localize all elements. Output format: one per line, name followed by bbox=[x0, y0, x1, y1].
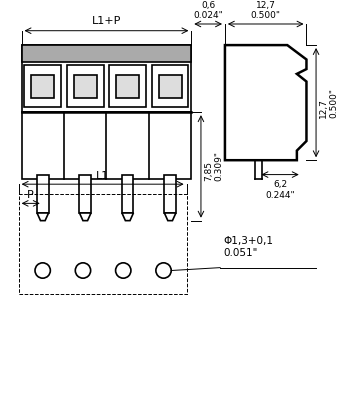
Text: 6,2
0.244": 6,2 0.244" bbox=[265, 180, 295, 200]
Bar bbox=[19, 194, 187, 294]
Text: 0,6
0.024": 0,6 0.024" bbox=[193, 1, 223, 20]
Text: L1: L1 bbox=[96, 171, 109, 181]
Bar bbox=[31, 75, 55, 98]
Text: 12,7
0.500": 12,7 0.500" bbox=[319, 88, 338, 118]
Text: 12,7
0.500": 12,7 0.500" bbox=[251, 1, 281, 20]
Text: Φ1,3+0,1
0.051": Φ1,3+0,1 0.051" bbox=[223, 236, 273, 258]
Bar bbox=[22, 45, 191, 62]
Bar bbox=[152, 65, 188, 108]
Bar bbox=[73, 75, 97, 98]
Text: 7,85
0.309": 7,85 0.309" bbox=[204, 152, 223, 182]
Text: P: P bbox=[27, 190, 34, 200]
Bar bbox=[37, 174, 49, 213]
Bar bbox=[109, 65, 146, 108]
Polygon shape bbox=[122, 213, 134, 221]
Circle shape bbox=[35, 263, 50, 278]
Bar bbox=[67, 65, 104, 108]
Bar bbox=[24, 65, 61, 108]
Bar bbox=[22, 45, 191, 112]
Polygon shape bbox=[37, 213, 49, 221]
Circle shape bbox=[156, 263, 171, 278]
Bar bbox=[79, 174, 91, 213]
Polygon shape bbox=[225, 45, 306, 160]
Circle shape bbox=[75, 263, 91, 278]
Circle shape bbox=[116, 263, 131, 278]
Polygon shape bbox=[164, 213, 176, 221]
Polygon shape bbox=[79, 213, 91, 221]
Text: L1+P: L1+P bbox=[92, 16, 121, 26]
Bar bbox=[22, 112, 191, 179]
Bar bbox=[159, 75, 182, 98]
Bar bbox=[122, 174, 134, 213]
Bar bbox=[164, 174, 176, 213]
Bar bbox=[116, 75, 139, 98]
